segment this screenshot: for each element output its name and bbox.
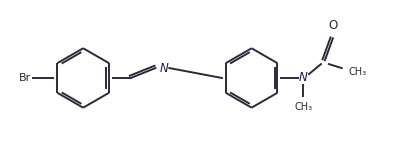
Text: CH₃: CH₃	[349, 67, 367, 77]
Text: N: N	[159, 61, 168, 75]
Text: N: N	[299, 71, 307, 84]
Text: CH₃: CH₃	[294, 102, 312, 112]
Text: Br: Br	[18, 73, 31, 83]
Text: O: O	[328, 19, 337, 32]
